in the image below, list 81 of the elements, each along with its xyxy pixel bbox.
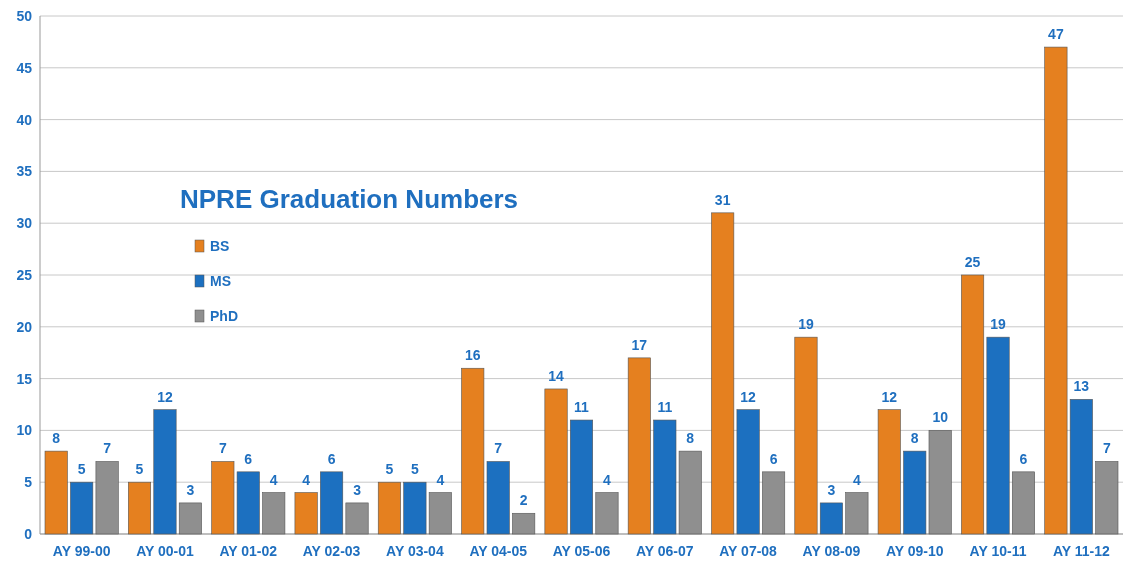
data-label: 7 xyxy=(1102,440,1111,457)
legend-label: BS xyxy=(210,238,230,254)
y-tick-label: 25 xyxy=(16,266,33,283)
data-label: 8 xyxy=(686,430,695,447)
x-tick-label: AY 07-08 xyxy=(719,543,778,559)
x-tick-label: AY 99-00 xyxy=(52,543,111,559)
y-tick-label: 15 xyxy=(16,370,33,387)
data-label: 11 xyxy=(574,399,590,416)
y-tick-label: 0 xyxy=(24,525,33,542)
bar xyxy=(153,409,177,535)
data-label: 47 xyxy=(1048,26,1064,43)
data-label: 8 xyxy=(52,430,61,447)
bar xyxy=(570,419,593,535)
y-tick-label: 10 xyxy=(16,422,33,439)
data-label: 13 xyxy=(1073,378,1090,395)
bar xyxy=(794,336,818,535)
y-tick-label: 5 xyxy=(24,474,33,491)
data-label: 2 xyxy=(519,492,528,509)
y-tick-label: 30 xyxy=(16,215,33,232)
data-label: 19 xyxy=(990,316,1007,333)
x-tick-label: AY 01-02 xyxy=(219,543,278,559)
data-label: 5 xyxy=(77,461,86,478)
data-label: 4 xyxy=(269,471,278,488)
data-label: 11 xyxy=(657,399,673,416)
bar xyxy=(627,357,651,535)
x-tick-label: AY 09-10 xyxy=(885,543,944,559)
data-label: 25 xyxy=(964,254,981,270)
data-label: 14 xyxy=(548,367,565,384)
data-label: 12 xyxy=(881,388,898,405)
bar xyxy=(377,481,401,535)
data-label: 7 xyxy=(494,440,503,457)
x-tick-label: AY 00-01 xyxy=(136,543,194,559)
bar xyxy=(877,409,901,535)
data-label: 4 xyxy=(302,471,311,488)
x-tick-label: AY 03-04 xyxy=(386,543,444,559)
data-label: 5 xyxy=(410,461,419,478)
data-label: 7 xyxy=(103,440,112,457)
bar xyxy=(320,471,344,535)
bar xyxy=(961,274,985,535)
x-tick-label: AY 06-07 xyxy=(636,543,694,559)
y-tick-label: 20 xyxy=(16,318,33,335)
data-label: 4 xyxy=(852,471,861,488)
data-label: 12 xyxy=(157,388,173,405)
y-tick-label: 40 xyxy=(16,111,33,128)
data-label: 19 xyxy=(798,316,814,333)
data-label: 5 xyxy=(385,461,394,478)
data-label: 12 xyxy=(740,388,757,405)
x-tick-label: AY 04-05 xyxy=(469,543,528,559)
x-tick-label: AY 10-11 xyxy=(969,543,1027,559)
y-tick-label: 45 xyxy=(16,59,33,76)
data-label: 3 xyxy=(353,481,362,498)
bar xyxy=(294,492,318,535)
data-label: 3 xyxy=(186,481,195,498)
data-label: 16 xyxy=(464,347,481,364)
x-tick-label: AY 02-03 xyxy=(302,543,361,559)
data-label: 6 xyxy=(1019,450,1028,467)
y-tick-label: 50 xyxy=(16,7,33,24)
data-label: 31 xyxy=(714,191,731,208)
data-label: 10 xyxy=(932,409,949,426)
text: NPRE Graduation Numbers xyxy=(180,184,519,214)
bar xyxy=(544,388,568,535)
data-label: 3 xyxy=(827,481,836,498)
data-label: 6 xyxy=(244,450,253,467)
x-tick-label: AY 05-06 xyxy=(552,543,611,559)
data-label: 7 xyxy=(218,440,227,457)
data-label: 6 xyxy=(327,450,336,467)
data-label: 17 xyxy=(631,336,648,353)
bar xyxy=(986,336,1010,535)
data-label: 4 xyxy=(603,471,612,488)
x-tick-label: AY 08-09 xyxy=(802,543,861,559)
data-label: 6 xyxy=(769,450,778,467)
data-label: 4 xyxy=(436,471,445,488)
legend-label: PhD xyxy=(210,308,238,324)
data-label: 5 xyxy=(135,461,144,478)
bar xyxy=(44,450,68,535)
x-tick-label: AY 11-12 xyxy=(1052,543,1110,559)
legend-label: MS xyxy=(210,273,231,289)
bar xyxy=(819,502,843,535)
bar xyxy=(128,481,152,535)
y-tick-label: 35 xyxy=(16,163,33,180)
data-label: 8 xyxy=(910,430,919,447)
